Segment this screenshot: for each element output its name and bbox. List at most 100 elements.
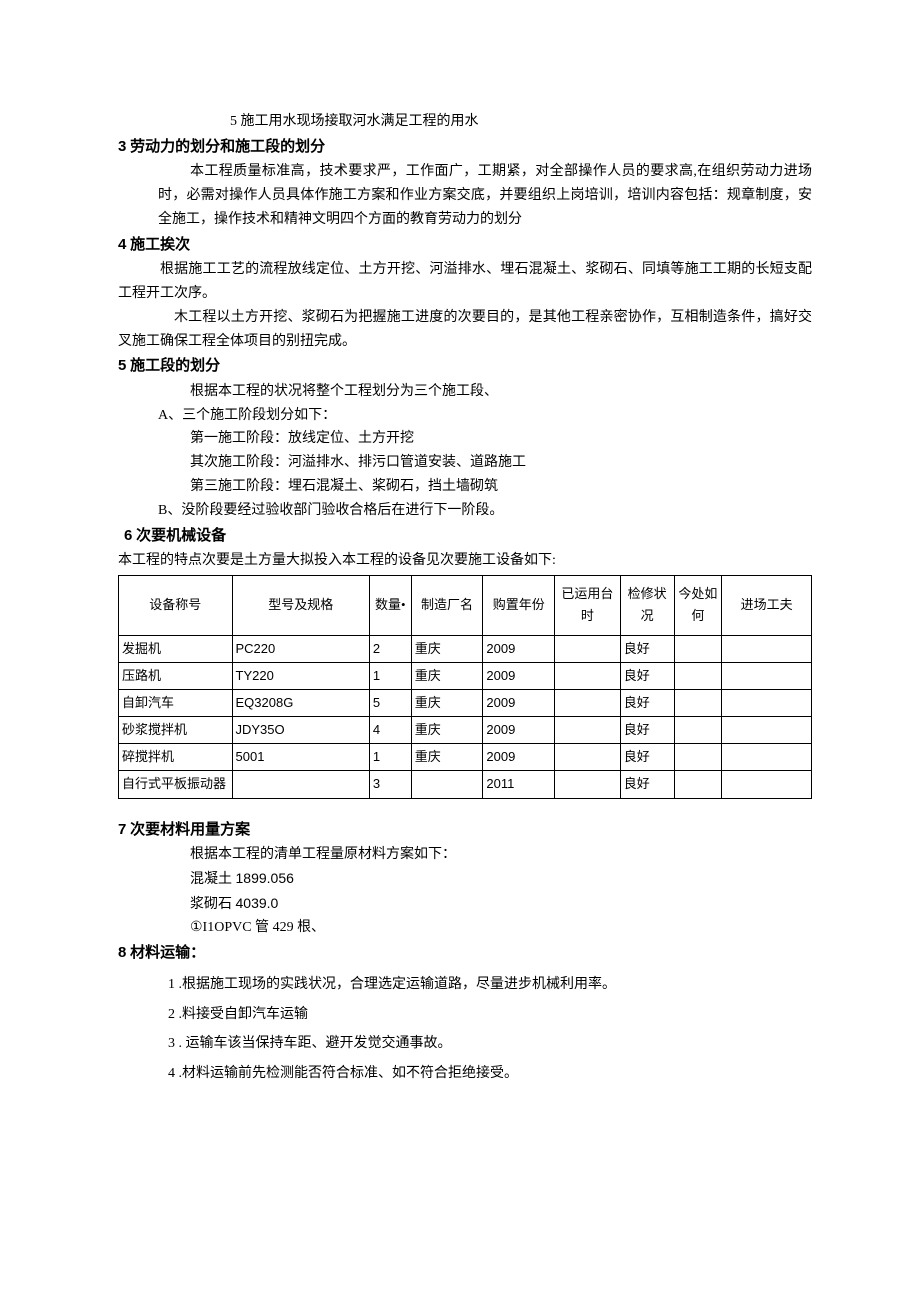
section-7-p1: 根据本工程的清单工程量原材料方案如下：	[118, 843, 812, 867]
section-6-heading: 6 次要机械设备	[118, 523, 812, 550]
table-header-cell: 购置年份	[483, 575, 555, 635]
table-header-cell: 设备称号	[119, 575, 233, 635]
material-1-label: 混凝土	[190, 872, 236, 887]
section-8-title: 材料运输：	[130, 945, 205, 961]
table-cell: 1	[369, 663, 411, 690]
section-5-p1: 根据本工程的状况将整个工程划分为三个施工段、	[118, 380, 812, 404]
section-5-b: B、没阶段要经过验收部门验收合格后在进行下一阶段。	[118, 499, 812, 523]
table-row: 压路机TY2201重庆2009良好	[119, 663, 812, 690]
table-cell	[722, 744, 812, 771]
table-cell: 良好	[620, 635, 674, 662]
table-cell: 3	[369, 771, 411, 798]
material-2-label: 浆砌石	[190, 897, 236, 912]
material-2-value: 4039.0	[236, 895, 279, 911]
table-cell: 良好	[620, 717, 674, 744]
list-item: 3 . 运输车该当保持车距、避开发觉交通事故。	[118, 1032, 812, 1056]
table-cell: 良好	[620, 744, 674, 771]
table-cell: 2	[369, 635, 411, 662]
table-row: 发掘机PC2202重庆2009良好	[119, 635, 812, 662]
material-3-value: 429 根、	[273, 920, 326, 935]
table-cell	[674, 635, 722, 662]
section-8-list: 1 .根据施工现场的实践状况，合理选定运输道路，尽量进步机械利用率。 2 .料接受…	[118, 973, 812, 1086]
table-cell: 2009	[483, 663, 555, 690]
section-8-heading: 8 材料运输：	[118, 940, 812, 967]
section-4-heading: 4 施工挨次	[118, 232, 812, 259]
table-cell: TY220	[232, 663, 369, 690]
section-4-p1: 根据施工工艺的流程放线定位、土方开挖、河溢排水、埋石混凝土、浆砌石、同填等施工工…	[118, 258, 812, 306]
table-cell	[722, 771, 812, 798]
section-7-m1: 混凝土 1899.056	[118, 867, 812, 892]
section-5-a3: 第三施工阶段：埋石混凝土、桨砌石，挡土墙砌筑	[118, 475, 812, 499]
table-cell: 2009	[483, 635, 555, 662]
table-cell: 1	[369, 744, 411, 771]
table-cell: 重庆	[411, 635, 483, 662]
table-cell	[674, 690, 722, 717]
table-header-cell: 型号及规格	[232, 575, 369, 635]
table-row: 砂浆搅拌机JDY35O4重庆2009良好	[119, 717, 812, 744]
section-7-title: 次要材料用量方案	[130, 822, 250, 838]
table-header-cell: 制造厂名	[411, 575, 483, 635]
material-1-value: 1899.056	[236, 870, 294, 886]
table-cell: 4	[369, 717, 411, 744]
table-cell: 发掘机	[119, 635, 233, 662]
table-cell	[555, 717, 621, 744]
section-6-num: 6	[124, 527, 132, 544]
section-4-p2: 木工程以土方开挖、浆砌石为把握施工进度的次要目的，是其他工程亲密协作，互相制造条…	[118, 306, 812, 354]
table-cell: 重庆	[411, 690, 483, 717]
table-header-cell: 今处如何	[674, 575, 722, 635]
section-3-num: 3	[118, 138, 126, 155]
section-6-title: 次要机械设备	[136, 528, 226, 544]
equipment-table: 设备称号型号及规格数量•制造厂名购置年份已运用台时检修状况今处如何进场工夫 发掘…	[118, 575, 812, 799]
table-cell: 良好	[620, 690, 674, 717]
section-3-body: 本工程质量标准高，技术要求严，工作面广，工期紧，对全部操作人员的要求高,在组织劳…	[118, 160, 812, 231]
table-header-cell: 数量•	[369, 575, 411, 635]
section-8-num: 8	[118, 944, 126, 961]
table-cell	[674, 717, 722, 744]
table-cell: 砂浆搅拌机	[119, 717, 233, 744]
table-cell: 2009	[483, 717, 555, 744]
table-cell	[674, 771, 722, 798]
section-4-num: 4	[118, 236, 126, 253]
section-5-num: 5	[118, 357, 126, 374]
table-cell	[722, 717, 812, 744]
table-row: 碎搅拌机50011重庆2009 良好	[119, 744, 812, 771]
section-3-heading: 3 劳动力的划分和施工段的划分	[118, 134, 812, 161]
section-7-m2: 浆砌石 4039.0	[118, 892, 812, 917]
table-header-cell: 进场工夫	[722, 575, 812, 635]
table-cell: 良好	[620, 663, 674, 690]
table-cell: 重庆	[411, 744, 483, 771]
table-cell: 2009	[483, 690, 555, 717]
table-cell: 压路机	[119, 663, 233, 690]
table-cell: 5001	[232, 744, 369, 771]
table-cell: 2009	[483, 744, 555, 771]
table-header-cell: 已运用台时	[555, 575, 621, 635]
section-4-title: 施工挨次	[130, 237, 190, 253]
section-7-num: 7	[118, 821, 126, 838]
list-item: 2 .料接受自卸汽车运输	[118, 1003, 812, 1027]
list-item: 1 .根据施工现场的实践状况，合理选定运输道路，尽量进步机械利用率。	[118, 973, 812, 997]
table-cell: 自卸汽车	[119, 690, 233, 717]
table-cell: 5	[369, 690, 411, 717]
section-6-intro: 本工程的特点次要是土方量大拟投入本工程的设备见次要施工设备如下:	[118, 549, 812, 573]
table-cell	[555, 663, 621, 690]
table-row: 自行式平板振动器32011良好	[119, 771, 812, 798]
table-cell: 碎搅拌机	[119, 744, 233, 771]
table-cell	[722, 690, 812, 717]
table-cell	[555, 690, 621, 717]
section-5-title: 施工段的划分	[130, 358, 220, 374]
table-header-row: 设备称号型号及规格数量•制造厂名购置年份已运用台时检修状况今处如何进场工夫	[119, 575, 812, 635]
table-row: 自卸汽车EQ3208G5重庆2009 良好	[119, 690, 812, 717]
table-cell	[674, 663, 722, 690]
table-cell	[722, 635, 812, 662]
table-cell: 良好	[620, 771, 674, 798]
table-cell: 自行式平板振动器	[119, 771, 233, 798]
table-cell	[674, 744, 722, 771]
table-cell	[555, 771, 621, 798]
section-7-heading: 7 次要材料用量方案	[118, 817, 812, 844]
list-item: 4 .材料运输前先检测能否符合标准、如不符合拒绝接受。	[118, 1062, 812, 1086]
intro-line: 5 施工用水现场接取河水满足工程的用水	[118, 110, 812, 134]
section-3-title: 劳动力的划分和施工段的划分	[130, 139, 325, 155]
table-cell	[555, 635, 621, 662]
table-cell	[555, 744, 621, 771]
table-cell: EQ3208G	[232, 690, 369, 717]
